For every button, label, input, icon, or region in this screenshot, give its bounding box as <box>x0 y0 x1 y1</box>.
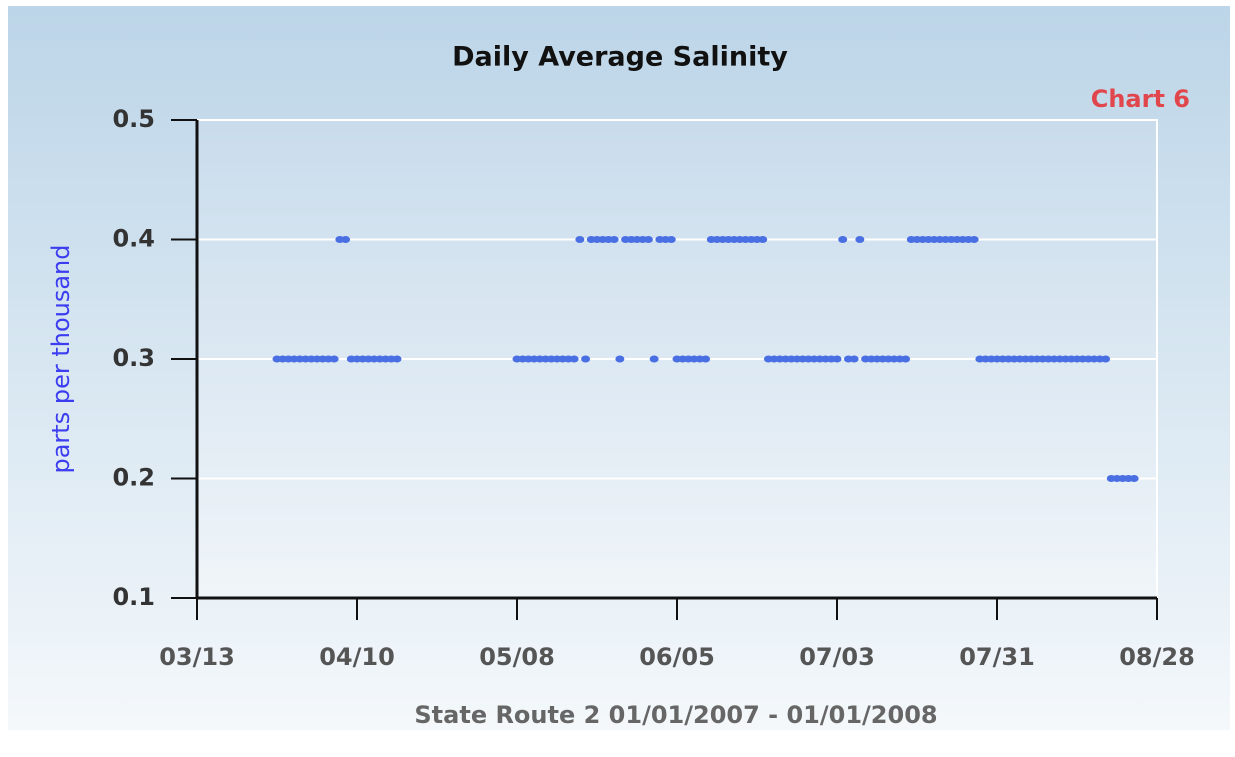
point <box>855 236 865 243</box>
point <box>615 355 625 363</box>
point <box>392 355 402 363</box>
x-tick-label: 04/10 <box>319 643 395 671</box>
y-tick-label: 0.2 <box>112 464 155 492</box>
x-tick-label: 03/13 <box>159 643 235 671</box>
point <box>1101 355 1111 363</box>
x-tick-label: 06/05 <box>639 643 715 671</box>
point <box>1129 475 1139 482</box>
x-axis-label: State Route 2 01/01/2007 - 01/01/2008 <box>414 701 937 729</box>
point <box>969 236 979 243</box>
y-tick-label: 0.4 <box>112 225 155 253</box>
point <box>581 355 591 363</box>
y-axis-label: parts per thousand <box>47 244 75 473</box>
point <box>649 355 659 363</box>
point <box>838 236 848 243</box>
point <box>758 236 768 243</box>
point <box>329 355 339 363</box>
point <box>569 355 579 363</box>
x-tick-label: 07/31 <box>959 643 1035 671</box>
point <box>575 236 585 243</box>
point <box>643 236 653 243</box>
chart-title: Daily Average Salinity <box>452 42 788 73</box>
y-tick-label: 0.3 <box>112 344 155 372</box>
y-tick-label: 0.1 <box>112 583 155 611</box>
x-tick-label: 08/28 <box>1119 643 1195 671</box>
point <box>849 355 859 363</box>
point <box>666 236 676 243</box>
annotation: Chart 6 <box>1091 85 1190 113</box>
x-tick-label: 07/03 <box>799 643 875 671</box>
point <box>609 236 619 243</box>
point <box>701 355 711 363</box>
point <box>832 355 842 363</box>
point <box>901 355 911 363</box>
point <box>341 236 351 243</box>
y-tick-label: 0.5 <box>112 105 155 133</box>
x-tick-label: 05/08 <box>479 643 555 671</box>
